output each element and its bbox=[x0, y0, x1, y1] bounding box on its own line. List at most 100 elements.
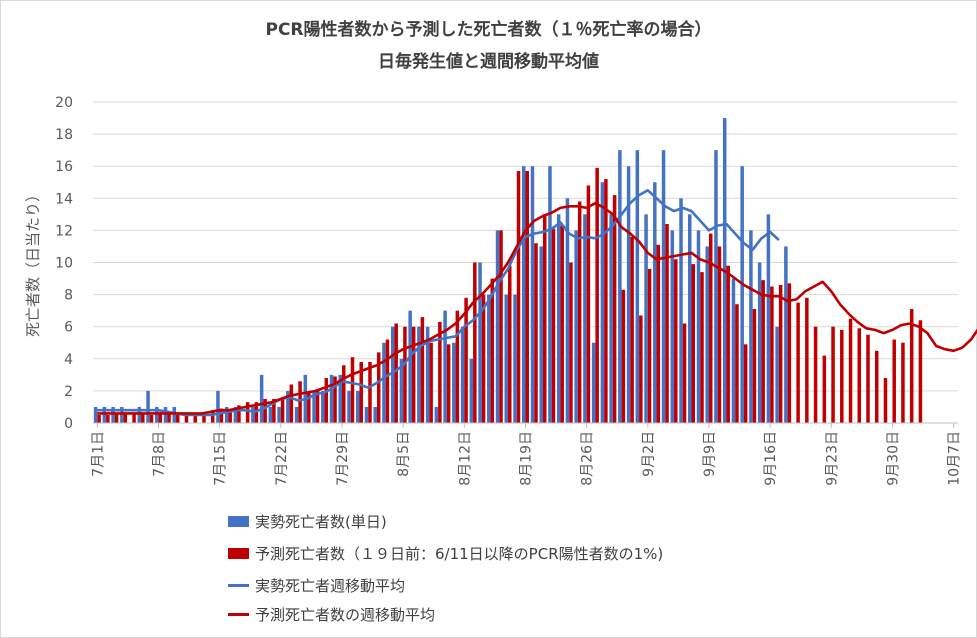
predicted-deaths-bar bbox=[665, 223, 669, 423]
predicted-deaths-bar bbox=[630, 236, 634, 423]
x-tick-label: 8月5日 bbox=[396, 431, 412, 477]
predicted-deaths-bar bbox=[385, 339, 390, 423]
predicted-deaths-bar bbox=[158, 413, 163, 423]
predicted-deaths-bar bbox=[394, 323, 398, 423]
predicted-deaths-bar bbox=[813, 326, 818, 423]
actual-deaths-bar bbox=[172, 406, 177, 423]
actual-deaths-bar bbox=[312, 390, 316, 423]
legend-label: 実勢死亡者週移動平均 bbox=[255, 577, 406, 595]
legend-label: 予測死亡者数の週移動平均 bbox=[255, 606, 436, 624]
actual-deaths-bar bbox=[513, 294, 517, 423]
actual-deaths-bar bbox=[618, 150, 622, 423]
actual-deaths-bar bbox=[224, 406, 229, 423]
predicted-deaths-bar bbox=[840, 329, 844, 423]
predicted-deaths-bar bbox=[604, 179, 608, 423]
legend-item-predicted-line: 予測死亡者数の週移動平均 bbox=[228, 604, 435, 625]
actual-deaths-bar bbox=[434, 406, 439, 423]
predicted-deaths-bar bbox=[438, 321, 442, 423]
x-tick-label: 9月16日 bbox=[763, 431, 779, 486]
actual-deaths-bar bbox=[504, 294, 509, 423]
predicted-deaths-bar bbox=[805, 297, 809, 423]
actual-deaths-bar bbox=[294, 406, 299, 423]
predicted-deaths-bar bbox=[586, 185, 591, 423]
predicted-deaths-bar bbox=[743, 344, 748, 423]
actual-deaths-bar bbox=[539, 246, 543, 423]
x-tick-label: 8月12日 bbox=[457, 431, 473, 486]
predicted-deaths-bar bbox=[700, 272, 704, 423]
predicted-deaths-bar bbox=[490, 278, 495, 423]
y-tick-label: 2 bbox=[64, 384, 73, 400]
y-tick-label: 16 bbox=[55, 159, 73, 175]
predicted-deaths-bar bbox=[735, 304, 739, 423]
actual-deaths-bar bbox=[286, 390, 290, 423]
legend-label: 予測死亡者数（１９日前：6/11日以降のPCR陽性者数の1%) bbox=[255, 545, 664, 563]
actual-deaths-bar bbox=[478, 262, 482, 423]
y-axis-label: 死亡者数（日当たり） bbox=[24, 187, 42, 337]
actual-deaths-bar bbox=[688, 214, 692, 423]
actual-deaths-bar bbox=[102, 406, 107, 423]
actual-deaths-bar bbox=[137, 406, 142, 423]
predicted-deaths-bar bbox=[778, 284, 783, 423]
actual-deaths-bar bbox=[626, 166, 631, 423]
x-tick-label: 10月7日 bbox=[947, 431, 963, 486]
predicted-deaths-bar bbox=[831, 326, 835, 423]
actual-deaths-bar bbox=[784, 246, 788, 423]
actual-deaths-bar bbox=[460, 326, 465, 423]
predicted-deaths-bar bbox=[272, 398, 276, 423]
predicted-deaths-bar bbox=[350, 357, 355, 423]
actual-deaths-bar bbox=[155, 406, 159, 423]
predicted-deaths-bar bbox=[534, 243, 538, 423]
predicted-deaths-bar bbox=[280, 397, 285, 423]
actual-deaths-bar bbox=[408, 310, 412, 423]
actual-deaths-bar bbox=[163, 406, 168, 423]
chart-title: PCR陽性者数から予測した死亡者数（１％死亡率の場合） bbox=[265, 20, 712, 40]
predicted-deaths-bar bbox=[717, 246, 722, 423]
legend-label: 実勢死亡者数(単日) bbox=[255, 513, 387, 531]
predicted-deaths-bar bbox=[595, 167, 599, 423]
actual-deaths-bar bbox=[522, 166, 526, 423]
actual-deaths-bar bbox=[705, 246, 709, 423]
actual-deaths-bar bbox=[382, 342, 386, 423]
actual-deaths-bar bbox=[364, 406, 369, 423]
actual-deaths-bar bbox=[417, 326, 421, 423]
predicted-deaths-bar bbox=[298, 381, 302, 423]
actual-deaths-bar bbox=[146, 390, 150, 423]
actual-deaths-bar bbox=[731, 278, 736, 423]
predicted-deaths-bar bbox=[691, 264, 696, 423]
actual-deaths-bar bbox=[696, 230, 701, 423]
predicted-deaths-bar bbox=[752, 309, 757, 423]
x-tick-label: 7月8日 bbox=[152, 431, 168, 477]
actual-deaths-bar bbox=[749, 230, 753, 423]
actual-deaths-bar bbox=[530, 166, 535, 423]
y-tick-label: 6 bbox=[64, 320, 73, 336]
predicted-deaths-bar bbox=[542, 214, 547, 423]
actual-deaths-bar bbox=[347, 390, 351, 423]
predicted-deaths-bar bbox=[263, 398, 267, 423]
predicted-deaths-bar bbox=[560, 225, 564, 423]
predicted-deaths-bar bbox=[464, 297, 468, 423]
legend-swatch bbox=[228, 613, 249, 616]
actual-deaths-bar bbox=[600, 182, 605, 423]
predicted-deaths-bar bbox=[333, 376, 337, 423]
actual-deaths-bar bbox=[321, 390, 325, 423]
legend-item-actual-line: 実勢死亡者週移動平均 bbox=[228, 575, 405, 596]
predicted-deaths-bar bbox=[411, 326, 416, 423]
predicted-deaths-bar bbox=[787, 283, 792, 423]
predicted-deaths-bar bbox=[508, 265, 512, 423]
actual-deaths-bar bbox=[425, 326, 430, 423]
predicted-deaths-bar bbox=[525, 171, 529, 423]
chart-subtitle: 日毎発生値と週間移動平均値 bbox=[378, 52, 599, 72]
predicted-deaths-bar bbox=[708, 233, 713, 423]
y-tick-label: 0 bbox=[64, 416, 73, 432]
actual-deaths-bar bbox=[679, 198, 683, 423]
lines-layer bbox=[97, 189, 977, 417]
actual-deaths-bar bbox=[495, 230, 500, 423]
predicted-deaths-bar bbox=[376, 352, 381, 423]
predicted-deaths-bar bbox=[822, 355, 827, 423]
actual-deaths-bar bbox=[373, 406, 377, 423]
predicted-deaths-bar bbox=[342, 365, 346, 423]
y-tick-label: 14 bbox=[55, 191, 73, 207]
x-tick-label: 9月2日 bbox=[641, 431, 657, 477]
actual-deaths-bar bbox=[233, 406, 238, 423]
predicted-deaths-bar bbox=[123, 413, 128, 423]
